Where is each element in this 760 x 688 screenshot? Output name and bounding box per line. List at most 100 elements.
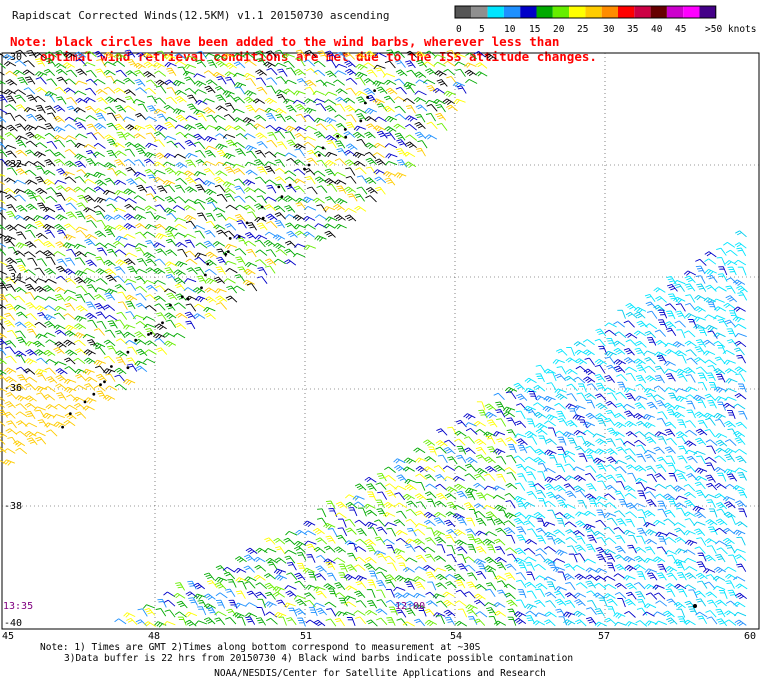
- contamination-dot: [363, 101, 367, 105]
- wind-barb: [83, 207, 96, 213]
- wind-barb: [725, 580, 735, 589]
- wind-barb: [415, 457, 428, 463]
- wind-barb: [115, 69, 127, 78]
- wind-barb: [64, 257, 76, 266]
- wind-barb: [66, 139, 78, 147]
- wind-barb: [405, 50, 418, 58]
- wind-barb: [66, 248, 77, 258]
- wind-barb: [64, 148, 77, 156]
- wind-barb: [254, 564, 267, 572]
- wind-barb: [594, 373, 606, 382]
- wind-barb: [244, 240, 257, 247]
- wind-barb: [95, 373, 108, 382]
- wind-barb: [84, 292, 96, 301]
- wind-barb: [153, 169, 166, 175]
- wind-barb: [255, 50, 267, 58]
- wind-barb: [386, 49, 397, 58]
- wind-barb: [214, 582, 227, 590]
- wind-barb: [716, 618, 728, 627]
- wind-barb: [345, 121, 356, 131]
- wind-barb: [546, 491, 558, 500]
- wind-barb: [346, 616, 356, 626]
- wind-barb: [34, 349, 47, 356]
- wind-barb: [405, 124, 417, 131]
- wind-barb: [17, 76, 28, 86]
- wind-barb: [405, 115, 418, 122]
- wind-barb: [64, 176, 77, 184]
- wind-barb: [35, 176, 46, 185]
- wind-barb: [402, 592, 416, 598]
- wind-barb: [215, 133, 228, 140]
- wind-barb: [213, 276, 225, 284]
- wind-barb: [613, 612, 626, 619]
- wind-barb: [225, 268, 238, 274]
- wind-barb: [364, 107, 377, 115]
- wind-barb: [145, 258, 157, 266]
- wind-barb: [306, 149, 318, 158]
- wind-barb: [122, 116, 135, 122]
- wind-barb: [564, 375, 577, 383]
- wind-barb: [334, 223, 347, 230]
- wind-barb: [738, 410, 748, 420]
- wind-barb: [653, 287, 666, 293]
- wind-barb: [374, 52, 387, 58]
- wind-barb: [396, 474, 408, 482]
- wind-barb: [657, 508, 668, 518]
- wind-barb: [594, 567, 608, 574]
- wind-barb: [106, 122, 118, 131]
- wind-barb: [376, 526, 388, 535]
- lon-label: 54: [450, 631, 462, 642]
- wind-barb: [737, 489, 748, 499]
- wind-barb: [6, 124, 18, 132]
- wind-barb: [144, 607, 156, 616]
- wind-barb: [286, 230, 298, 238]
- wind-barb: [33, 161, 46, 168]
- wind-barb: [417, 607, 427, 617]
- wind-barb: [213, 224, 226, 230]
- wind-barb: [673, 296, 686, 304]
- wind-barb: [666, 283, 678, 292]
- wind-barb: [123, 258, 136, 266]
- wind-barb: [284, 259, 297, 266]
- wind-barb: [43, 386, 56, 393]
- wind-barb: [304, 107, 317, 114]
- wind-barb: [716, 247, 727, 256]
- wind-barb: [515, 482, 526, 491]
- wind-barb: [366, 187, 378, 194]
- wind-barb: [557, 418, 568, 427]
- wind-barb: [585, 483, 597, 492]
- wind-barb: [705, 439, 718, 446]
- colorbar-swatch: [699, 6, 716, 18]
- wind-barb: [655, 493, 668, 501]
- wind-barb: [174, 217, 187, 222]
- wind-barb: [372, 98, 385, 105]
- wind-barb: [123, 105, 136, 112]
- wind-barb: [623, 347, 635, 356]
- wind-barb: [556, 446, 567, 456]
- wind-barb: [675, 562, 686, 571]
- wind-barb: [214, 611, 227, 617]
- wind-barb: [355, 616, 367, 625]
- wind-barb: [413, 576, 426, 582]
- wind-barb: [542, 405, 555, 413]
- wind-barb: [194, 303, 207, 310]
- wind-barb: [445, 581, 457, 589]
- wind-barb: [313, 150, 326, 158]
- wind-barb: [736, 536, 746, 546]
- wind-barb: [565, 536, 578, 544]
- wind-barb: [74, 257, 86, 266]
- wind-barb: [672, 411, 685, 419]
- wind-barb: [674, 320, 686, 328]
- wind-barb: [646, 336, 657, 346]
- wind-barb: [415, 114, 426, 123]
- colorbar-label: 25: [577, 24, 588, 35]
- wind-barb: [344, 494, 358, 500]
- wind-barb: [132, 124, 146, 132]
- wind-barb: [235, 590, 246, 599]
- wind-barb: [235, 256, 246, 265]
- wind-barb: [517, 444, 528, 454]
- wind-barb: [245, 78, 257, 87]
- wind-barb: [623, 357, 636, 364]
- wind-barb: [4, 376, 17, 383]
- wind-barb: [242, 117, 255, 124]
